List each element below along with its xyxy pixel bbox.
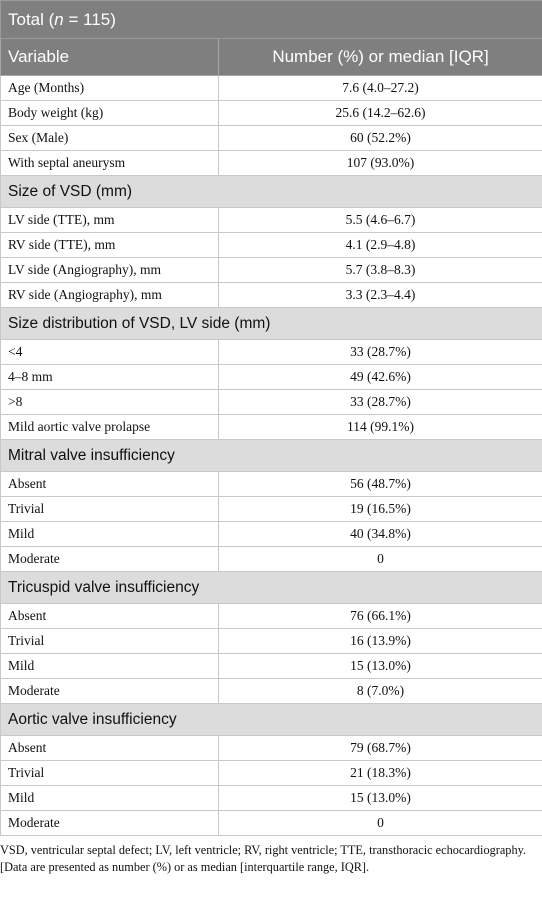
section-title: Tricuspid valve insufficiency [0, 571, 542, 604]
header-cell: Number (%) or median [IQR] [218, 38, 542, 76]
data-row: Sex (Male) 60 (52.2%) [0, 125, 542, 151]
variable-cell: Moderate [0, 678, 219, 704]
data-row: Age (Months) 7.6 (4.0–27.2) [0, 75, 542, 101]
data-row: Trivial 19 (16.5%) [0, 496, 542, 522]
value-cell: 8 (7.0%) [218, 678, 542, 704]
section-row: Tricuspid valve insufficiency [0, 571, 542, 604]
data-row: Trivial 16 (13.9%) [0, 628, 542, 654]
section-row: Size distribution of VSD, LV side (mm) [0, 307, 542, 340]
variable-cell: Trivial [0, 760, 219, 786]
section-title: Mitral valve insufficiency [0, 439, 542, 472]
value-cell: 0 [218, 546, 542, 572]
value-cell: 7.6 (4.0–27.2) [218, 75, 542, 101]
variable-cell: Absent [0, 471, 219, 497]
value-cell: 114 (99.1%) [218, 414, 542, 440]
value-cell: 25.6 (14.2–62.6) [218, 100, 542, 126]
variable-cell: Mild [0, 521, 219, 547]
footnotes: VSD, ventricular septal defect; LV, left… [0, 836, 542, 876]
variable-cell: Absent [0, 603, 219, 629]
section-row: Aortic valve insufficiency [0, 703, 542, 736]
title-prefix: Total ( [8, 9, 55, 29]
value-cell: 60 (52.2%) [218, 125, 542, 151]
value-cell: 5.7 (3.8–8.3) [218, 257, 542, 283]
variable-cell: 4–8 mm [0, 364, 219, 390]
variable-cell: Trivial [0, 496, 219, 522]
data-row: LV side (Angiography), mm 5.7 (3.8–8.3) [0, 257, 542, 283]
title-suffix: = 115) [63, 9, 116, 29]
data-row: With septal aneurysm 107 (93.0%) [0, 150, 542, 176]
data-row: 4–8 mm 49 (42.6%) [0, 364, 542, 390]
data-row: Mild aortic valve prolapse 114 (99.1%) [0, 414, 542, 440]
data-row: Moderate 8 (7.0%) [0, 678, 542, 704]
table-body: Total (n = 115) Variable Number (%) or m… [0, 0, 542, 836]
value-cell: 4.1 (2.9–4.8) [218, 232, 542, 258]
value-cell: 15 (13.0%) [218, 785, 542, 811]
variable-cell: <4 [0, 339, 219, 365]
section-title: Aortic valve insufficiency [0, 703, 542, 736]
value-cell: 79 (68.7%) [218, 735, 542, 761]
data-row: Mild 40 (34.8%) [0, 521, 542, 547]
data-table: Total (n = 115) Variable Number (%) or m… [0, 0, 542, 836]
variable-cell: RV side (TTE), mm [0, 232, 219, 258]
value-cell: 76 (66.1%) [218, 603, 542, 629]
variable-cell: Mild aortic valve prolapse [0, 414, 219, 440]
value-cell: 40 (34.8%) [218, 521, 542, 547]
data-row: Moderate 0 [0, 810, 542, 836]
data-row: Absent 79 (68.7%) [0, 735, 542, 761]
variable-cell: Mild [0, 785, 219, 811]
section-row: Size of VSD (mm) [0, 175, 542, 208]
title-italic: n [54, 9, 64, 29]
title-cell: Total (n = 115) [0, 0, 542, 39]
value-cell: 0 [218, 810, 542, 836]
title-row: Total (n = 115) [0, 0, 542, 39]
value-cell: 49 (42.6%) [218, 364, 542, 390]
value-cell: 15 (13.0%) [218, 653, 542, 679]
section-title: Size distribution of VSD, LV side (mm) [0, 307, 542, 340]
value-cell: 33 (28.7%) [218, 339, 542, 365]
footnote: VSD, ventricular septal defect; LV, left… [0, 843, 527, 857]
variable-cell: Moderate [0, 546, 219, 572]
section-title: Size of VSD (mm) [0, 175, 542, 208]
data-row: LV side (TTE), mm 5.5 (4.6–6.7) [0, 207, 542, 233]
data-row: Mild 15 (13.0%) [0, 785, 542, 811]
value-cell: 107 (93.0%) [218, 150, 542, 176]
value-cell: 56 (48.7%) [218, 471, 542, 497]
value-cell: 33 (28.7%) [218, 389, 542, 415]
data-row: Trivial 21 (18.3%) [0, 760, 542, 786]
value-cell: 21 (18.3%) [218, 760, 542, 786]
variable-cell: With septal aneurysm [0, 150, 219, 176]
variable-cell: >8 [0, 389, 219, 415]
data-row: <4 33 (28.7%) [0, 339, 542, 365]
data-row: RV side (TTE), mm 4.1 (2.9–4.8) [0, 232, 542, 258]
data-row: Mild 15 (13.0%) [0, 653, 542, 679]
variable-cell: Mild [0, 653, 219, 679]
variable-cell: LV side (Angiography), mm [0, 257, 219, 283]
value-cell: 16 (13.9%) [218, 628, 542, 654]
data-row: >8 33 (28.7%) [0, 389, 542, 415]
variable-cell: Moderate [0, 810, 219, 836]
value-cell: 3.3 (2.3–4.4) [218, 282, 542, 308]
header-row: Variable Number (%) or median [IQR] [0, 38, 542, 76]
variable-cell: Absent [0, 735, 219, 761]
variable-cell: Age (Months) [0, 75, 219, 101]
variable-cell: RV side (Angiography), mm [0, 282, 219, 308]
value-cell: 5.5 (4.6–6.7) [218, 207, 542, 233]
variable-cell: Body weight (kg) [0, 100, 219, 126]
data-row: Absent 76 (66.1%) [0, 603, 542, 629]
variable-cell: Sex (Male) [0, 125, 219, 151]
footnote: [Data are presented as number (%) or as … [0, 860, 370, 874]
data-row: RV side (Angiography), mm 3.3 (2.3–4.4) [0, 282, 542, 308]
variable-cell: LV side (TTE), mm [0, 207, 219, 233]
variable-cell: Trivial [0, 628, 219, 654]
data-row: Absent 56 (48.7%) [0, 471, 542, 497]
data-row: Moderate 0 [0, 546, 542, 572]
value-cell: 19 (16.5%) [218, 496, 542, 522]
header-cell: Variable [0, 38, 219, 76]
data-row: Body weight (kg) 25.6 (14.2–62.6) [0, 100, 542, 126]
section-row: Mitral valve insufficiency [0, 439, 542, 472]
